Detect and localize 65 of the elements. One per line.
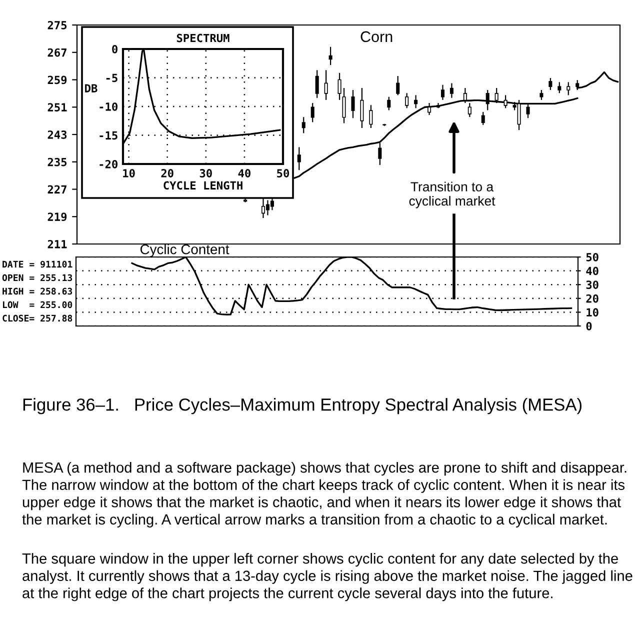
chart-title: Cyclic Content [140, 244, 230, 257]
y-tick-label: 50 [586, 252, 598, 262]
text: MESA (a method and a software package) shows that cycles are prone to shift and disappear. The narrow window at the bottom of the chart keeps track of cyclic content. When it is near its upper edge it shows that the market is chaotic, and when it nears its lower edge it shows that the market is cycling. A vertical arrow marks a transition from a chaotic to a cyclical market. [22, 462, 626, 528]
candlestick [440, 84, 445, 100]
y-tick-label: 0 [586, 322, 592, 330]
text: The square window in the upper left corner shows cyclic content for any date selected by the analyst. It currently shows that a 13-day cycle is rising above the market noise. The jagged line at the right edge of the chart projects the current cycle several days into the future. [22, 553, 632, 602]
text: LOW = 255.00 [2, 301, 72, 308]
candlestick [338, 72, 342, 100]
y-tick-label: -10 [100, 102, 118, 111]
y-tick-label: -15 [100, 131, 118, 140]
candlestick [369, 104, 373, 129]
candlestick [428, 102, 432, 116]
annotation: Transition to a cyclical market [409, 182, 496, 208]
y-tick-label: 243 [48, 130, 67, 139]
x-tick-label: 20 [161, 169, 174, 178]
candlestick [405, 92, 409, 109]
annotation: Corn [360, 31, 392, 42]
y-tick-label: 251 [48, 103, 67, 112]
candlestick [302, 116, 306, 134]
candlestick [328, 46, 332, 66]
candlestick [481, 111, 485, 126]
y-tick-label: 267 [48, 48, 66, 57]
candlestick [315, 70, 319, 98]
candlestick [310, 102, 314, 123]
candlestick [526, 102, 530, 119]
chart-title: SPECTRUM [176, 34, 230, 42]
candlestick [324, 70, 328, 100]
x-tick-label: 50 [277, 169, 290, 178]
y-tick-label: 259 [48, 76, 67, 84]
y-tick-label: 30 [586, 280, 598, 289]
y-axis-title: DB [85, 84, 98, 92]
candlestick [378, 142, 382, 166]
text: HIGH = 258.63 [2, 288, 72, 295]
y-tick-label: 275 [48, 20, 67, 30]
caption: Figure 36–1. Price Cycles–Maximum Entropy Spectral Analysis (MESA) [23, 398, 582, 414]
candlestick [414, 94, 418, 109]
y-tick-label: 20 [586, 294, 598, 303]
candlestick [468, 102, 472, 118]
candlestick [342, 87, 346, 124]
candlestick [396, 75, 400, 96]
y-tick-label: 40 [586, 266, 598, 276]
text: OPEN = 255.13 [2, 274, 72, 282]
candlestick [360, 87, 364, 129]
candlestick [450, 82, 454, 98]
y-tick-label: 211 [48, 240, 67, 248]
text: DATE = 911101 [2, 260, 72, 268]
candlestick [387, 96, 391, 111]
y-tick-label: 0 [112, 44, 118, 54]
x-tick-label: 10 [123, 169, 135, 178]
candlestick [558, 82, 562, 94]
candlestick [566, 82, 570, 96]
y-tick-label: 235 [48, 158, 67, 166]
candlestick [540, 89, 544, 100]
y-tick-label: -20 [100, 160, 118, 168]
y-tick-label: 10 [586, 308, 598, 317]
text: CLOSE= 257.88 [2, 314, 72, 322]
y-tick-label: -5 [106, 74, 118, 82]
y-tick-label: 219 [48, 212, 67, 222]
x-tick-label: 30 [200, 169, 212, 178]
x-axis-title: CYCLE LENGTH [164, 181, 242, 190]
candlestick [351, 89, 355, 119]
x-tick-label: 40 [238, 169, 250, 178]
candlestick [548, 77, 552, 91]
y-tick-label: 227 [48, 185, 66, 194]
candlestick [297, 146, 301, 171]
